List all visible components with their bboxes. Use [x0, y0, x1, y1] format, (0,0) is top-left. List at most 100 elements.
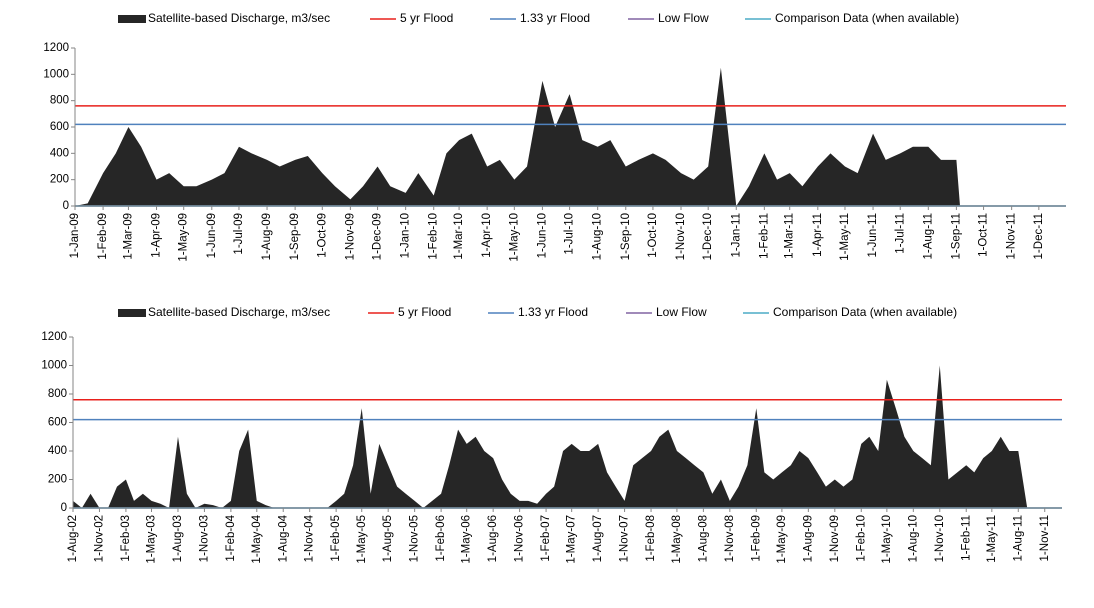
- legend-label: Low Flow: [656, 305, 707, 319]
- legend-swatch: [118, 309, 146, 317]
- y-tick-label: 1200: [43, 42, 69, 54]
- legend-label: 1.33 yr Flood: [520, 11, 590, 25]
- x-tick-label: 1-May-03: [146, 515, 158, 564]
- x-tick-label: 1-Mar-11: [784, 213, 796, 259]
- x-tick-label: 1-Oct-09: [316, 213, 328, 258]
- x-tick-label: 1-May-09: [776, 515, 788, 564]
- x-tick-label: 1-Aug-11: [1012, 515, 1024, 561]
- legend-label: Low Flow: [658, 11, 709, 25]
- y-tick-label: 200: [50, 174, 69, 186]
- x-tick-label: 1-Feb-11: [758, 213, 770, 259]
- x-tick-label: 1-Nov-09: [829, 515, 841, 562]
- x-tick-label: 1-Feb-06: [435, 515, 447, 562]
- x-tick-label: 1-Feb-09: [97, 213, 109, 260]
- legend-label: Satellite-based Discharge, m3/sec: [148, 305, 330, 319]
- discharge-area: [73, 365, 1028, 508]
- legend-label: 5 yr Flood: [398, 305, 451, 319]
- x-tick-label: 1-Dec-10: [702, 213, 714, 260]
- y-tick-label: 600: [48, 417, 67, 429]
- x-tick-label: 1-Apr-10: [481, 213, 493, 258]
- x-tick-label: 1-Mar-09: [122, 213, 134, 260]
- x-tick-label: 1-May-07: [566, 515, 578, 564]
- discharge-area: [75, 67, 961, 206]
- x-tick-label: 1-Apr-11: [812, 213, 824, 257]
- x-tick-label: 1-Jul-11: [894, 213, 906, 254]
- legend-label: 5 yr Flood: [400, 11, 453, 25]
- x-tick-label: 1-Aug-08: [697, 515, 709, 562]
- y-tick-label: 200: [48, 474, 67, 486]
- x-tick-label: 1-Nov-08: [724, 515, 736, 562]
- x-tick-label: 1-Feb-07: [540, 515, 552, 562]
- x-tick-label: 1-Aug-06: [487, 515, 499, 562]
- x-tick-label: 1-May-11: [839, 213, 851, 261]
- x-tick-label: 1-Apr-09: [151, 213, 163, 258]
- x-tick-label: 1-Jun-10: [536, 213, 548, 258]
- x-tick-label: 1-Jul-10: [564, 213, 576, 255]
- y-tick-label: 1000: [41, 360, 67, 372]
- x-tick-label: 1-Aug-10: [592, 213, 604, 260]
- x-tick-label: 1-Aug-02: [67, 515, 79, 562]
- y-tick-label: 800: [50, 95, 69, 107]
- x-tick-label: 1-Aug-09: [802, 515, 814, 562]
- legend-label: 1.33 yr Flood: [518, 305, 588, 319]
- x-tick-label: 1-Jan-10: [400, 213, 412, 258]
- x-tick-label: 1-Aug-07: [592, 515, 604, 562]
- x-tick-label: 1-May-10: [508, 213, 520, 262]
- x-tick-label: 1-Nov-05: [409, 515, 421, 562]
- x-tick-label: 1-Dec-11: [1033, 213, 1045, 259]
- x-tick-label: 1-Nov-03: [198, 515, 210, 562]
- x-tick-label: 1-Sep-11: [950, 213, 962, 259]
- x-tick-label: 1-May-09: [178, 213, 190, 262]
- x-tick-label: 1-Jan-11: [730, 213, 742, 258]
- x-tick-label: 1-Feb-08: [645, 515, 657, 562]
- x-tick-label: 1-Feb-09: [750, 515, 762, 562]
- x-tick-label: 1-Feb-11: [960, 515, 972, 561]
- x-tick-label: 1-Aug-10: [907, 515, 919, 562]
- x-tick-label: 1-Aug-04: [277, 514, 289, 562]
- legend-label: Satellite-based Discharge, m3/sec: [148, 11, 330, 25]
- x-tick-label: 1-Aug-03: [172, 515, 184, 562]
- x-tick-label: 1-Nov-09: [344, 213, 356, 260]
- x-tick-label: 1-May-08: [671, 515, 683, 564]
- x-tick-label: 1-Nov-04: [304, 514, 316, 562]
- y-tick-label: 0: [61, 502, 67, 514]
- x-tick-label: 1-Aug-09: [261, 213, 273, 260]
- x-tick-label: 1-May-10: [881, 515, 893, 564]
- x-tick-label: 1-Nov-10: [934, 515, 946, 562]
- legend-label: Comparison Data (when available): [775, 11, 959, 25]
- x-tick-label: 1-Jul-09: [233, 213, 245, 255]
- y-tick-label: 800: [48, 388, 67, 400]
- x-tick-label: 1-Mar-10: [453, 213, 465, 260]
- x-tick-label: 1-Oct-10: [647, 213, 659, 258]
- x-tick-label: 1-Dec-09: [372, 213, 384, 260]
- legend-swatch: [118, 15, 146, 23]
- x-tick-label: 1-Feb-10: [428, 213, 440, 260]
- x-tick-label: 1-Aug-05: [382, 515, 394, 562]
- y-tick-label: 400: [48, 445, 67, 457]
- x-tick-label: 1-Nov-02: [93, 515, 105, 562]
- x-tick-label: 1-May-06: [461, 515, 473, 564]
- x-tick-label: 1-Nov-11: [1039, 515, 1051, 561]
- x-tick-label: 1-Aug-11: [922, 213, 934, 259]
- y-tick-label: 0: [63, 200, 69, 212]
- x-tick-label: 1-Jun-09: [206, 213, 218, 258]
- x-tick-label: 1-Feb-05: [330, 515, 342, 562]
- x-tick-label: 1-Nov-10: [675, 213, 687, 260]
- x-tick-label: 1-Feb-04: [225, 514, 237, 561]
- x-tick-label: 1-May-05: [356, 515, 368, 564]
- y-tick-label: 600: [50, 121, 69, 133]
- x-tick-label: 1-Nov-06: [514, 515, 526, 562]
- x-tick-label: 1-Feb-03: [120, 515, 132, 562]
- y-tick-label: 1200: [41, 331, 67, 343]
- x-tick-label: 1-Oct-11: [978, 213, 990, 257]
- y-tick-label: 1000: [43, 68, 69, 80]
- x-tick-label: 1-May-04: [251, 514, 263, 563]
- x-tick-label: 1-Nov-11: [1006, 213, 1018, 259]
- x-tick-label: 1-Nov-07: [619, 515, 631, 562]
- y-tick-label: 400: [50, 147, 69, 159]
- x-tick-label: 1-Jun-11: [867, 213, 879, 258]
- x-tick-label: 1-Jan-09: [69, 213, 81, 258]
- x-tick-label: 1-Feb-10: [855, 515, 867, 562]
- legend-label: Comparison Data (when available): [773, 305, 957, 319]
